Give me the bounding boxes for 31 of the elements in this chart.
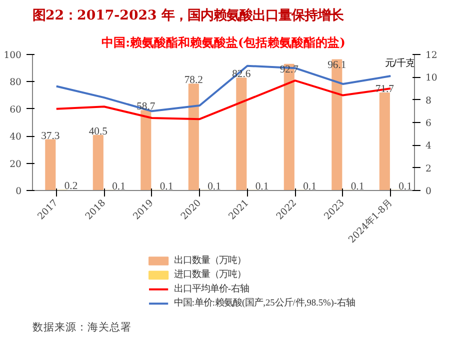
legend-label: 进口数量（万吨） — [174, 269, 246, 280]
y2-tick-label: 0 — [426, 186, 432, 197]
data-label: 0.1 — [350, 181, 364, 192]
chart-subtitle: 中国:赖氨酸酯和赖氨酸盐(包括赖氨酸酯的盐) — [102, 36, 346, 50]
legend-label: 中国:单价:赖氨酸(国产,25公斤/件,98.5%)-右轴 — [174, 298, 356, 309]
data-label: 37.3 — [41, 130, 60, 142]
source-note: 数据来源：海关总署 — [32, 320, 132, 334]
data-label: 40.5 — [88, 126, 108, 138]
y-tick-label: 60 — [10, 104, 22, 116]
data-label: 0.1 — [303, 181, 316, 192]
legend-label: 出口平均单价-右轴 — [174, 283, 249, 294]
y-tick-label: 100 — [4, 50, 22, 61]
legend-label: 出口数量（万吨） — [174, 255, 246, 266]
y2-tick-label: 6 — [426, 118, 432, 129]
y2-tick-label: 10 — [426, 72, 438, 84]
data-label: 0.2 — [64, 181, 78, 192]
chart-title: 图22：2017-2023 年，国内赖氨酸出口量保持增长 — [32, 8, 344, 24]
data-label: 0.1 — [160, 181, 174, 192]
y-tick-label: 20 — [10, 158, 22, 170]
y2-tick-label: 4 — [426, 140, 432, 152]
data-label: 78.2 — [184, 75, 203, 86]
y-tick-label: 80 — [10, 77, 22, 88]
y2-tick-label: 12 — [426, 50, 438, 61]
data-label: 0.1 — [255, 181, 269, 192]
data-label: 0.1 — [398, 181, 412, 192]
y-tick-label: 0 — [16, 186, 22, 197]
y2-tick-label: 8 — [426, 95, 432, 106]
data-label: 0.1 — [112, 181, 126, 192]
y-tick-label: 40 — [10, 132, 22, 143]
y2-tick-label: 2 — [426, 163, 432, 174]
data-label: 0.1 — [208, 181, 221, 192]
